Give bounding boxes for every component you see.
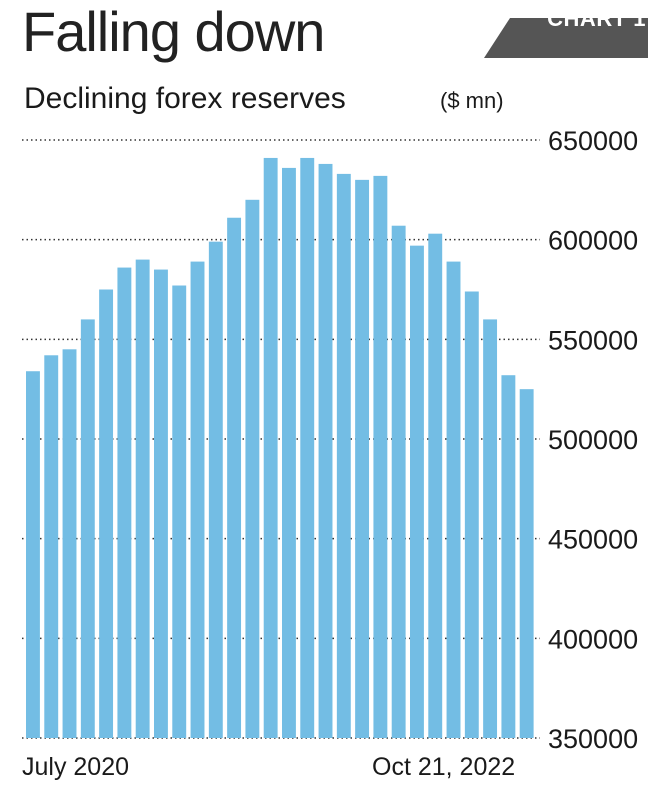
- chart-badge-label: CHART 1: [547, 6, 646, 31]
- bar: [117, 267, 132, 738]
- y-tick-label: 400000: [548, 624, 638, 654]
- chart-subtitle: Declining forex reserves: [24, 82, 346, 115]
- bar: [99, 289, 114, 738]
- bar: [263, 157, 278, 738]
- bar: [208, 241, 223, 738]
- bar: [464, 291, 479, 738]
- bar: [62, 349, 77, 738]
- bar: [373, 175, 388, 738]
- chart-title: Falling down: [22, 0, 325, 63]
- bar: [245, 199, 260, 739]
- bar: [135, 259, 150, 738]
- y-tick-label: 500000: [548, 425, 638, 455]
- bar: [410, 245, 424, 738]
- y-tick-label: 450000: [548, 525, 638, 555]
- bar: [428, 233, 443, 738]
- bar: [519, 389, 534, 738]
- bar: [227, 217, 242, 739]
- y-tick-label: 600000: [548, 226, 638, 256]
- chart-badge: [484, 18, 648, 58]
- y-tick-label: 350000: [548, 724, 638, 754]
- bar: [336, 173, 351, 738]
- bar: [190, 261, 205, 738]
- unit-label: ($ mn): [440, 88, 504, 113]
- bar: [26, 371, 40, 738]
- y-tick-label: 650000: [548, 126, 638, 156]
- bar: [80, 319, 95, 738]
- bar: [391, 225, 406, 738]
- x-start-label: July 2020: [22, 753, 130, 781]
- y-tick-label: 550000: [548, 325, 638, 355]
- bar: [282, 167, 296, 738]
- bar: [44, 355, 59, 738]
- bar: [501, 375, 516, 738]
- bar: [355, 179, 370, 738]
- bar: [300, 157, 315, 738]
- bar: [172, 285, 187, 738]
- bar: [154, 269, 168, 738]
- x-end-label: Oct 21, 2022: [372, 753, 516, 781]
- bar: [318, 163, 333, 739]
- bar: [446, 261, 461, 738]
- bar: [483, 319, 498, 738]
